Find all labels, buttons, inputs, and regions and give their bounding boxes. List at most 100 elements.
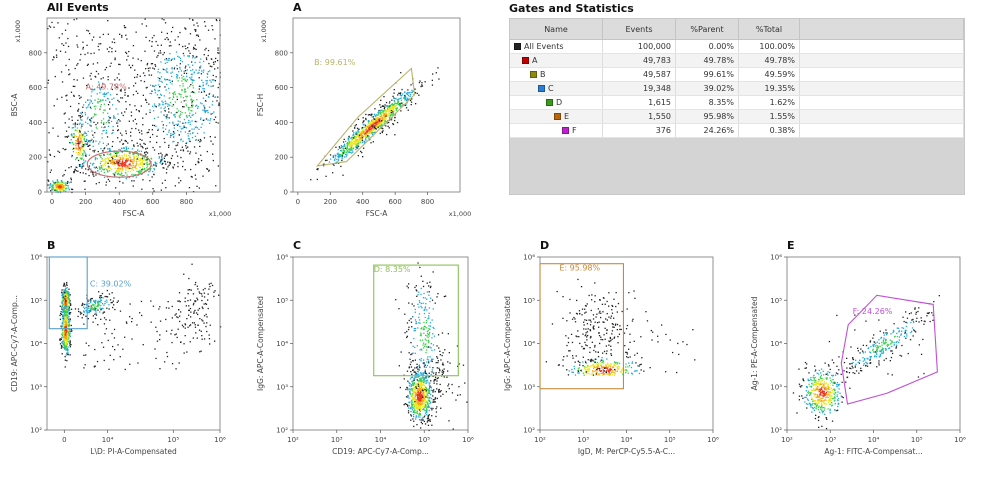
event-dot — [74, 148, 76, 150]
event-dot — [421, 388, 423, 390]
event-dot — [414, 319, 417, 321]
event-dot — [153, 164, 155, 166]
event-dot — [217, 59, 219, 62]
event-dot — [82, 163, 84, 165]
event-dot — [58, 185, 61, 187]
event-dot — [188, 50, 190, 52]
event-dot — [104, 69, 106, 71]
event-dot — [67, 37, 69, 40]
event-dot — [64, 336, 66, 339]
event-dot — [139, 138, 141, 140]
event-dot — [120, 164, 123, 166]
event-dot — [427, 403, 429, 406]
event-dot — [411, 402, 413, 404]
event-dot — [67, 306, 69, 309]
event-dot — [197, 139, 200, 141]
event-dot — [82, 155, 84, 157]
event-dot — [346, 144, 348, 147]
event-dot — [48, 187, 50, 189]
event-dot — [375, 122, 377, 125]
event-dot — [382, 111, 384, 113]
event-dot — [351, 145, 353, 147]
event-dot — [367, 114, 370, 116]
event-dot — [424, 309, 426, 311]
event-dot — [198, 72, 200, 74]
event-dot — [157, 77, 159, 79]
event-dot — [373, 131, 376, 134]
event-dot — [108, 153, 110, 155]
event-dot — [193, 91, 195, 94]
event-dot — [185, 65, 187, 67]
event-dot — [208, 288, 210, 290]
event-dot — [428, 399, 431, 402]
event-dot — [104, 147, 106, 149]
event-dot — [345, 156, 347, 158]
event-dot — [73, 171, 75, 173]
event-dot — [79, 147, 81, 149]
event-dot — [425, 401, 427, 403]
event-dot — [418, 386, 421, 388]
event-dot — [354, 138, 357, 140]
event-dot — [424, 306, 427, 308]
event-dot — [176, 144, 179, 146]
event-dot — [130, 160, 132, 163]
event-dot — [148, 40, 151, 42]
event-dot — [371, 125, 373, 127]
event-dot — [368, 130, 370, 132]
event-dot — [423, 364, 426, 366]
event-dot — [200, 58, 202, 60]
event-dot — [413, 401, 415, 403]
event-dot — [196, 104, 198, 106]
event-dot — [400, 102, 403, 104]
event-dot — [105, 167, 107, 170]
event-dot — [412, 316, 414, 318]
event-dot — [63, 312, 66, 314]
event-dot — [80, 138, 82, 140]
event-dot — [427, 339, 430, 341]
event-dot — [217, 49, 219, 51]
event-dot — [62, 342, 64, 345]
event-dot — [416, 424, 418, 426]
event-dot — [435, 372, 437, 374]
event-dot — [194, 57, 196, 59]
event-dot — [105, 129, 108, 132]
event-dot — [100, 148, 102, 150]
event-dot — [348, 144, 350, 147]
event-dot — [218, 103, 221, 105]
event-dot — [335, 146, 337, 148]
event-dot — [426, 388, 428, 390]
event-dot — [88, 307, 90, 310]
event-dot — [119, 33, 121, 35]
event-dot — [79, 131, 81, 133]
event-dot — [87, 300, 89, 302]
event-dot — [403, 378, 405, 380]
event-dot — [133, 166, 135, 168]
event-dot — [67, 349, 69, 351]
event-dot — [115, 171, 118, 173]
event-dot — [63, 187, 65, 190]
event-dot — [61, 301, 63, 303]
event-dot — [362, 122, 364, 124]
event-dot — [80, 127, 82, 129]
event-dot — [69, 354, 71, 356]
event-dot — [107, 157, 110, 160]
event-dot — [193, 146, 196, 148]
event-dot — [57, 183, 59, 186]
event-dot — [356, 131, 358, 133]
event-dot — [429, 325, 432, 327]
event-dot — [218, 104, 220, 106]
event-dot — [95, 299, 97, 302]
event-dot — [66, 314, 68, 316]
event-dot — [392, 111, 394, 113]
event-dot — [110, 62, 112, 64]
event-dot — [85, 311, 87, 313]
event-dot — [90, 52, 92, 55]
event-dot — [354, 143, 356, 145]
event-dot — [70, 181, 72, 183]
event-dot — [124, 94, 126, 96]
event-dot — [343, 145, 345, 147]
event-dot — [171, 68, 173, 70]
event-dot — [341, 153, 344, 156]
event-dot — [409, 383, 411, 385]
event-dot — [403, 404, 405, 406]
